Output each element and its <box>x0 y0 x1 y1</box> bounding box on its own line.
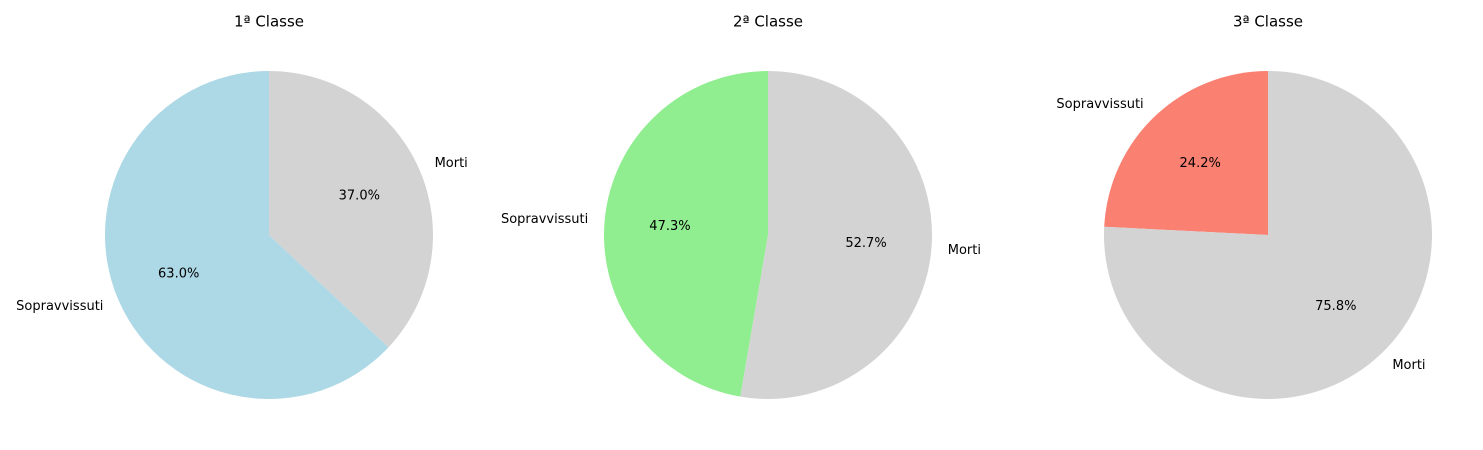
slice-category-label: Sopravvissuti <box>16 299 103 314</box>
slice-category-label: Sopravvissuti <box>501 212 588 227</box>
pie-title: 1ª Classe <box>234 13 304 31</box>
pie-slice-morti <box>269 71 433 348</box>
slice-percent-label: 24.2% <box>1180 156 1221 171</box>
slice-category-label: Morti <box>435 156 468 171</box>
pie-chart-2: 2ª Classe 47.3% Sopravvissuti 52.7% Morti <box>501 13 981 399</box>
pie-slice-sopravvissuti <box>1104 71 1268 235</box>
pie-chart-3: 3ª Classe 24.2% Sopravvissuti 75.8% Morti <box>1056 13 1432 399</box>
slice-category-label: Morti <box>948 243 981 258</box>
slice-percent-label: 37.0% <box>339 188 380 203</box>
pie-chart-1: 1ª Classe 63.0% Sopravvissuti 37.0% Morti <box>16 13 468 399</box>
slice-percent-label: 52.7% <box>845 236 886 251</box>
slice-percent-label: 63.0% <box>158 267 199 282</box>
slice-percent-label: 75.8% <box>1315 299 1356 314</box>
pie-slice-sopravvissuti <box>603 71 768 397</box>
slice-category-label: Morti <box>1392 358 1425 373</box>
slice-category-label: Sopravvissuti <box>1056 97 1143 112</box>
pie-title: 3ª Classe <box>1233 13 1303 31</box>
pie-slice-morti <box>740 71 932 399</box>
slice-percent-label: 47.3% <box>649 219 690 234</box>
pie-slice-morti <box>1104 70 1432 399</box>
pie-slice-sopravvissuti <box>104 71 389 399</box>
pie-title: 2ª Classe <box>733 13 803 31</box>
